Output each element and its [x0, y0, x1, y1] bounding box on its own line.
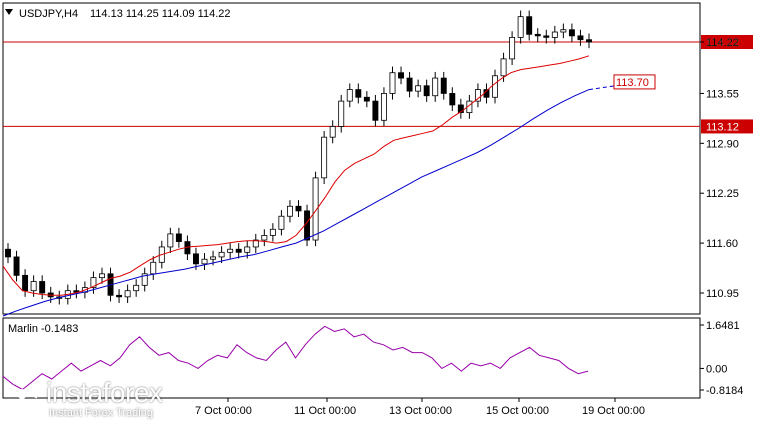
candle-body [5, 248, 11, 258]
candle-body [235, 248, 242, 253]
time-tick-label: 11 Oct 00:00 [294, 405, 356, 417]
candle-body [509, 36, 516, 60]
candle-body [363, 96, 370, 102]
osc-tick-label: 1.6481 [706, 320, 740, 332]
candle-body [193, 253, 199, 265]
logo-mark-icon [6, 378, 38, 410]
price-tick-label: 112.90 [706, 138, 739, 150]
candle-body [534, 33, 541, 37]
candle-body [90, 277, 97, 289]
candle-body [577, 35, 584, 41]
candle-body [278, 215, 285, 230]
osc-tick-label: -0.8184 [706, 385, 743, 397]
marlin-line [2, 325, 589, 391]
candle-body [218, 251, 225, 258]
price-tick-label: 111.60 [706, 238, 738, 250]
candle-body [39, 281, 46, 294]
price-tick-label: 114.22 [706, 37, 739, 49]
candle-body [380, 93, 387, 121]
candle-body [415, 85, 422, 92]
candle-body [175, 233, 182, 242]
candle-body [329, 126, 336, 138]
candle-body [398, 72, 404, 79]
instaforex-logo: instaforex Instant Forex Trading [4, 372, 182, 420]
price-level-label: 113.12 [706, 121, 739, 133]
price-tick-label: 110.95 [706, 288, 739, 300]
indicator-pane-border [2, 317, 701, 399]
symbol-label: USDJPY,H4 [19, 8, 78, 20]
candle-body [406, 77, 413, 92]
main-pane-border [2, 2, 701, 315]
price-level-label: 114.22 [706, 37, 739, 49]
candle-body [304, 210, 311, 241]
candle-body [346, 89, 353, 102]
candle-body [457, 104, 464, 114]
candle-body [423, 85, 430, 97]
target-label: 113.70 [616, 77, 649, 89]
candle-body [116, 294, 123, 298]
candle-body [389, 72, 396, 94]
candle-body [492, 75, 498, 98]
price-tick-label: 113.55 [706, 88, 739, 100]
candle-body [252, 239, 259, 248]
price-level-badge [701, 119, 753, 134]
logo-name: instaforex [46, 377, 163, 408]
time-tick-label: 15 Oct 00:00 [486, 405, 549, 417]
candle-body [261, 235, 268, 241]
candle-body [338, 100, 345, 127]
candle-body [295, 205, 302, 212]
osc-tick-label: 0.00 [706, 363, 727, 375]
candle-body [30, 281, 37, 292]
price-tick-label: 112.25 [706, 188, 739, 200]
candle-body [150, 261, 157, 275]
candle-body [210, 256, 217, 260]
candle-body [22, 274, 29, 292]
candle-body [551, 31, 558, 38]
candle-body [449, 93, 456, 106]
fast-ma-line [2, 55, 590, 296]
candle-body [440, 77, 447, 94]
candle-body [13, 256, 20, 276]
candle-body [474, 89, 481, 102]
candle-body [321, 136, 328, 179]
candle-body [244, 246, 251, 253]
candle-body [372, 100, 379, 121]
candle-body [312, 177, 319, 241]
candle-body [543, 35, 550, 38]
candle-body [586, 39, 592, 43]
candle-body [500, 58, 507, 77]
target-badge [613, 74, 656, 90]
candle-body [517, 16, 524, 38]
indicator-label: Marlin -0.1483 [8, 323, 78, 335]
candle-body [141, 273, 148, 286]
candle-body [227, 248, 234, 253]
time-tick-label: 13 Oct 00:00 [389, 405, 452, 417]
candle-body [167, 233, 174, 248]
candle-body [432, 77, 439, 97]
candle-body [286, 205, 293, 217]
slow-ma-line [2, 89, 590, 317]
price-level-badge [701, 35, 753, 49]
time-tick-label: 19 Oct 00:00 [582, 405, 645, 417]
dropdown-triangle-icon[interactable] [5, 9, 13, 15]
slow-ma-projection [588, 85, 615, 91]
candle-body [124, 290, 131, 298]
candle-body [568, 29, 575, 37]
time-tick-label: 7 Oct 00:00 [195, 405, 252, 417]
candle-body [269, 228, 276, 236]
ohlc-readout: 114.13 114.25 114.09 114.22 [90, 8, 230, 20]
logo-tagline: Instant Forex Trading [49, 407, 153, 419]
candle-body [201, 258, 208, 265]
candle-body [133, 284, 140, 292]
candle-body [355, 89, 362, 98]
candle-body [99, 273, 105, 279]
candle-body [560, 29, 567, 33]
candle-body [526, 16, 533, 35]
